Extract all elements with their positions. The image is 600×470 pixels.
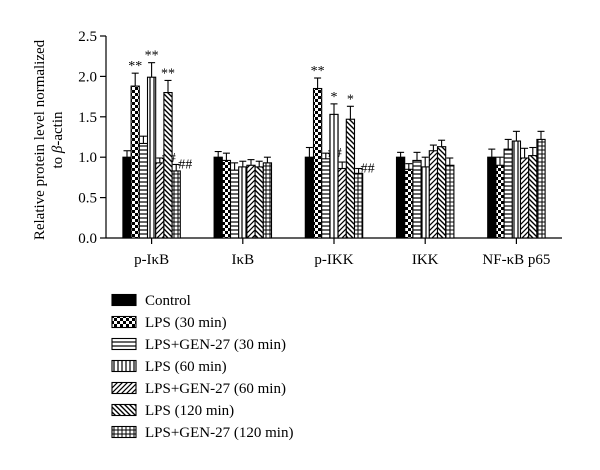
bar <box>163 92 173 239</box>
bar <box>254 166 264 239</box>
bar <box>395 156 406 239</box>
bar <box>213 156 223 239</box>
legend-label: LPS+GEN-27 (30 min) <box>145 337 286 353</box>
legend-swatch <box>111 315 137 329</box>
bar <box>337 167 347 239</box>
bar <box>246 164 256 239</box>
legend: Control LPS (30 min) LPS+GEN-27 (30 min) LP… <box>111 293 293 441</box>
bar <box>329 113 339 239</box>
legend-swatch <box>111 293 137 307</box>
legend-swatch <box>111 337 137 351</box>
bar <box>155 162 165 239</box>
legend-label: LPS (120 min) <box>145 403 234 419</box>
bar <box>420 166 430 239</box>
significance-annotation: * <box>347 92 354 107</box>
y-axis-title-line-2: to β-actin <box>50 111 66 169</box>
bar <box>130 85 140 239</box>
y-tick-label: 0.0 <box>78 231 97 247</box>
legend-label: LPS (60 min) <box>145 359 227 375</box>
bar <box>495 164 505 239</box>
legend-label: LPS+GEN-27 (60 min) <box>145 381 286 397</box>
bar <box>404 168 414 239</box>
legend-label: LPS (30 min) <box>145 315 227 331</box>
bar <box>321 158 331 239</box>
bar <box>238 166 248 239</box>
y-tick-label: 0.5 <box>78 191 97 207</box>
significance-annotation: ## <box>361 162 375 177</box>
y-tick-label: 2.5 <box>78 29 97 45</box>
x-tick-label: IKK <box>412 252 439 268</box>
legend-swatch <box>111 381 137 395</box>
x-tick-label: p-IκB <box>134 252 169 268</box>
bar <box>122 156 132 239</box>
legend-swatch <box>111 425 137 439</box>
x-tick-label: IκB <box>232 252 255 268</box>
bar <box>519 157 530 239</box>
significance-annotation: * <box>331 90 338 105</box>
bar <box>528 155 538 239</box>
significance-annotation: ** <box>161 66 175 81</box>
bar <box>412 159 422 239</box>
bar <box>445 164 455 239</box>
significance-annotation: ## <box>178 157 192 172</box>
bar <box>536 138 546 239</box>
bar <box>312 87 323 239</box>
bar <box>353 172 364 239</box>
bar <box>262 162 273 239</box>
significance-annotation: ** <box>128 59 142 74</box>
legend-label: Control <box>145 293 191 309</box>
bar <box>229 169 240 239</box>
legend-swatch <box>111 403 137 417</box>
plot-area: 0.00.51.01.52.02.5**#**##**##p-IκBIκB**#… <box>78 29 562 268</box>
bar <box>345 118 356 239</box>
bar <box>146 76 157 239</box>
bar <box>221 159 232 239</box>
bar <box>304 156 315 239</box>
bar <box>428 150 439 239</box>
bar <box>487 156 497 239</box>
y-tick-label: 1.5 <box>78 110 97 126</box>
legend-swatch <box>111 359 137 373</box>
bar <box>503 148 513 239</box>
bar <box>436 146 447 239</box>
significance-annotation: ** <box>311 64 325 79</box>
bar <box>171 170 181 239</box>
x-tick-label: NF-κB p65 <box>482 252 550 268</box>
y-axis-title-line-1: Relative protein level normalized <box>32 39 48 240</box>
y-tick-label: 2.0 <box>78 69 97 85</box>
legend-label: LPS+GEN-27 (120 min) <box>145 425 293 441</box>
significance-annotation: ** <box>145 49 159 64</box>
bar <box>511 140 522 239</box>
y-tick-label: 1.0 <box>78 150 97 166</box>
bar <box>138 142 149 239</box>
y-axis-title: Relative protein level normalized to β-a… <box>32 39 66 240</box>
x-tick-label: p-IKK <box>314 252 353 268</box>
